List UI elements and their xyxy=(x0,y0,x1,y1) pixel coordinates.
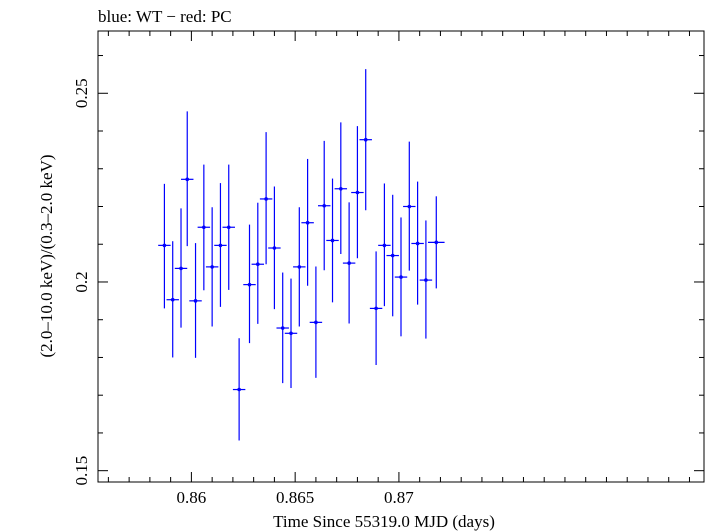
data-point xyxy=(232,338,246,441)
data-marker xyxy=(210,265,214,269)
data-point xyxy=(259,132,273,265)
data-marker xyxy=(374,306,378,311)
data-point xyxy=(166,241,179,358)
data-point xyxy=(342,202,356,324)
data-marker xyxy=(185,177,190,182)
data-marker xyxy=(382,243,387,248)
data-point xyxy=(317,140,331,271)
data-marker xyxy=(256,262,260,267)
data-marker xyxy=(237,387,241,392)
data-point xyxy=(394,217,408,337)
data-marker xyxy=(162,243,167,248)
data-marker xyxy=(264,197,268,201)
data-point xyxy=(276,272,289,384)
data-point xyxy=(369,251,383,366)
x-axis-label: Time Since 55319.0 MJD (days) xyxy=(273,512,495,531)
data-marker xyxy=(272,246,277,250)
data-marker xyxy=(407,204,412,209)
data-point xyxy=(189,243,202,358)
data-marker xyxy=(363,137,368,142)
data-point xyxy=(243,224,256,344)
data-point xyxy=(309,266,323,378)
plot-frame xyxy=(97,30,705,483)
data-marker xyxy=(202,225,206,230)
y-tick-label: 0.2 xyxy=(72,271,91,292)
data-point xyxy=(174,208,188,328)
data-marker xyxy=(280,326,285,330)
chart-title: blue: WT − red: PC xyxy=(98,7,232,26)
axis-ticks xyxy=(98,31,704,482)
data-point xyxy=(351,126,364,259)
data-marker xyxy=(330,238,335,243)
data-point xyxy=(359,69,372,211)
data-point xyxy=(293,207,306,327)
data-marker xyxy=(424,278,428,282)
data-marker xyxy=(218,243,223,248)
x-tick-label: 0.86 xyxy=(177,488,207,507)
data-marker xyxy=(347,261,351,265)
data-marker xyxy=(247,282,252,287)
data-marker xyxy=(170,297,175,302)
data-marker xyxy=(390,253,395,258)
y-axis-label: (2.0–10.0 keV)/(0.3–2.0 keV) xyxy=(37,154,56,357)
data-point xyxy=(427,196,445,289)
data-marker xyxy=(434,240,439,245)
y-tick-label: 0.15 xyxy=(72,456,91,486)
tick-labels: 0.86 0.865 0.87 0.15 0.2 0.25 xyxy=(72,78,414,507)
data-point xyxy=(181,111,194,247)
data-point xyxy=(205,207,219,327)
data-marker xyxy=(355,190,360,195)
data-marker xyxy=(226,225,231,230)
data-marker xyxy=(305,220,310,225)
data-point xyxy=(301,158,314,286)
data-point xyxy=(403,141,416,271)
data-marker xyxy=(415,241,420,246)
data-point xyxy=(158,183,171,309)
data-point xyxy=(411,181,424,305)
data-point xyxy=(251,202,265,324)
data-marker xyxy=(179,266,183,271)
data-point xyxy=(419,220,433,339)
data-point xyxy=(222,164,235,290)
data-point xyxy=(284,278,298,389)
data-point xyxy=(197,164,211,291)
data-point xyxy=(214,183,227,307)
data-marker xyxy=(193,299,198,303)
data-point xyxy=(334,122,348,255)
data-marker xyxy=(399,275,403,279)
x-tick-label: 0.87 xyxy=(384,488,414,507)
y-tick-label: 0.25 xyxy=(72,78,91,108)
data-marker xyxy=(314,320,318,325)
data-marks xyxy=(158,69,445,441)
data-marker xyxy=(339,186,343,191)
x-tick-label: 0.865 xyxy=(276,488,314,507)
data-marker xyxy=(289,331,293,336)
data-point xyxy=(378,183,391,307)
data-marker xyxy=(297,265,302,269)
data-point xyxy=(326,178,339,303)
data-marker xyxy=(322,203,327,208)
data-point xyxy=(268,186,281,310)
data-point xyxy=(386,194,399,317)
